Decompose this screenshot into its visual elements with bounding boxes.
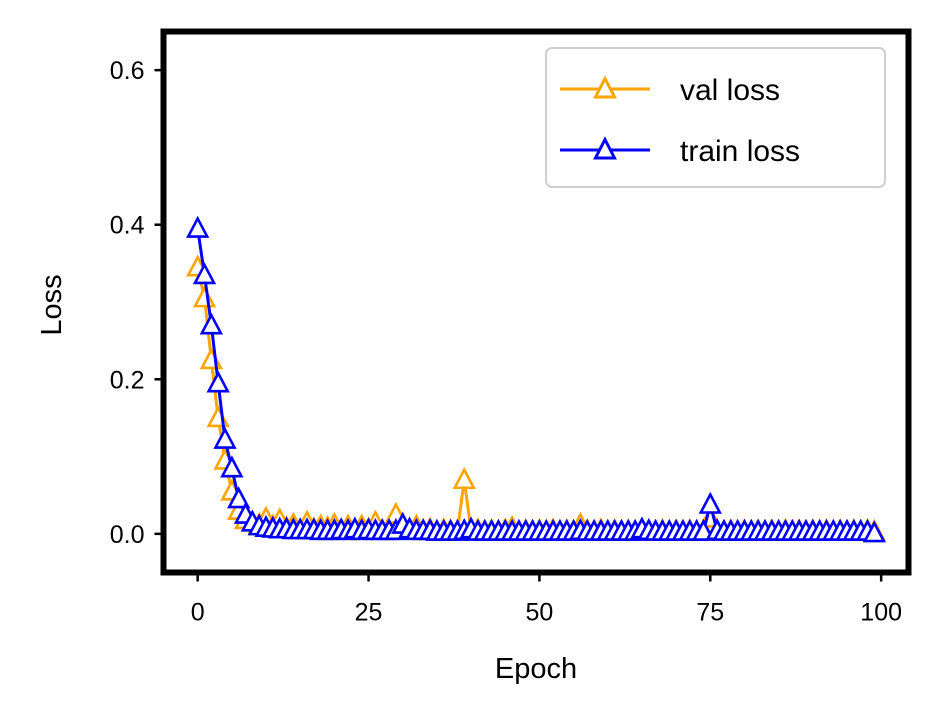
x-tick-label: 0 bbox=[191, 599, 205, 627]
data-point-train-loss bbox=[192, 262, 217, 285]
x-tick-label: 50 bbox=[526, 599, 554, 627]
plot-area bbox=[186, 215, 886, 543]
x-tick-label: 100 bbox=[860, 599, 902, 627]
data-point-train-loss bbox=[698, 491, 722, 514]
data-point-train-loss bbox=[206, 370, 230, 393]
legend-entry-train-loss: train loss bbox=[560, 135, 800, 168]
y-tick-label: 0.2 bbox=[110, 366, 145, 394]
y-tick-label: 0.4 bbox=[110, 212, 145, 240]
series-val-loss bbox=[186, 254, 886, 541]
x-tick-label: 25 bbox=[355, 599, 383, 627]
legend-marker-train-loss bbox=[593, 136, 617, 160]
y-axis-label: Loss bbox=[36, 274, 68, 335]
x-axis-label: Epoch bbox=[495, 653, 577, 685]
y-tick-label: 0.6 bbox=[110, 57, 145, 85]
y-tick-label: 0.0 bbox=[110, 521, 145, 549]
data-point-train-loss bbox=[220, 455, 244, 478]
legend: val loss train loss bbox=[545, 47, 886, 188]
x-tick-label: 75 bbox=[696, 599, 724, 627]
x-axis-ticks: 0 25 50 75 100 bbox=[191, 572, 902, 627]
y-axis-ticks: 0.0 0.2 0.4 0.6 bbox=[110, 57, 164, 549]
data-point-val-loss bbox=[206, 405, 230, 428]
data-point-train-loss bbox=[227, 486, 251, 509]
plot-frame bbox=[160, 28, 912, 576]
data-point-val-loss bbox=[199, 347, 224, 370]
data-point-train-loss bbox=[199, 312, 224, 335]
series-line-val-loss bbox=[196, 266, 875, 534]
series-train-loss bbox=[186, 215, 886, 543]
data-point-train-loss bbox=[213, 426, 237, 449]
series-line-train-loss bbox=[196, 228, 875, 535]
legend-box bbox=[545, 47, 886, 188]
legend-entry-val-loss: val loss bbox=[560, 74, 780, 107]
data-point-val-loss bbox=[452, 466, 476, 490]
legend-marker-val-loss bbox=[593, 75, 617, 99]
legend-label-val-loss: val loss bbox=[680, 74, 780, 107]
data-point-train-loss bbox=[186, 215, 210, 238]
data-point-val-loss bbox=[192, 285, 217, 308]
legend-label-train-loss: train loss bbox=[680, 135, 800, 168]
data-point-train-loss bbox=[862, 520, 886, 543]
